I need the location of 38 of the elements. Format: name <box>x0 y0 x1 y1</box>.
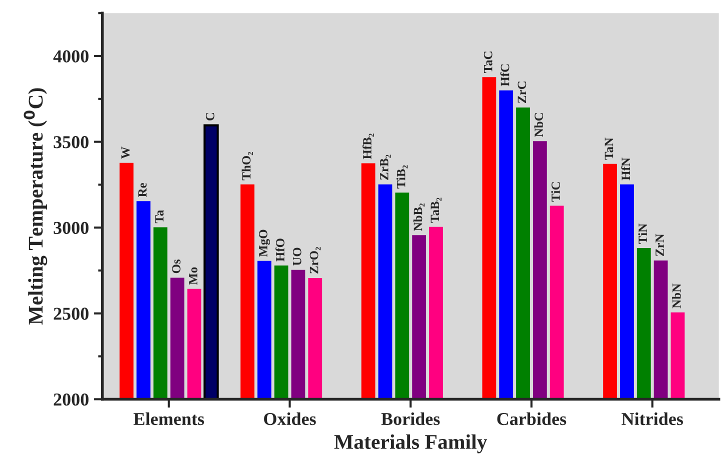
x-tick-label: Borides <box>381 412 440 426</box>
data-label: TaN <box>604 138 614 160</box>
data-label: W <box>121 146 130 159</box>
data-label: ZrN <box>656 234 664 256</box>
x-tick-label: Nitrides <box>622 412 684 426</box>
data-label: ZrB₂ <box>380 154 391 180</box>
y-tick-label: 2000 <box>54 393 88 406</box>
data-label: HfO <box>275 238 284 262</box>
data-label: ZrC <box>518 82 526 103</box>
data-label: HfB₂ <box>362 134 374 160</box>
data-label: Re <box>138 182 147 198</box>
data-label: TiN <box>638 224 647 244</box>
data-label: Mo <box>189 267 198 285</box>
x-tick-label: Elements <box>134 412 204 426</box>
y-tick-label: 3500 <box>54 136 88 148</box>
data-label: Os <box>172 259 180 274</box>
data-label: TiB₂ <box>396 165 408 188</box>
y-tick-label: 3000 <box>54 222 88 234</box>
data-label: Ta <box>155 210 164 224</box>
y-tick-label: 2500 <box>54 308 88 320</box>
x-tick-label: Oxides <box>264 412 316 426</box>
data-label: NbN <box>672 284 681 308</box>
data-label: C <box>206 112 214 120</box>
data-label: TaC <box>484 52 492 73</box>
data-label: NbC <box>534 113 544 137</box>
data-label: UO <box>292 248 302 266</box>
data-label: HfN <box>621 158 630 180</box>
data-label: ThO₂ <box>242 152 253 180</box>
x-axis-title: Materials Family <box>334 434 488 454</box>
data-label: TaB₂ <box>430 198 442 223</box>
data-label: MgO <box>258 230 270 257</box>
data-label: NbB₂ <box>413 203 425 231</box>
data-label: ZrO₂ <box>310 247 321 274</box>
y-axis-title: Melting Temperature ($^{0}$C) <box>24 88 48 325</box>
y-tick-label: 4000 <box>53 50 88 62</box>
data-label: HfC <box>500 64 510 86</box>
x-tick-label: Carbides <box>497 412 566 426</box>
data-label: TiC <box>551 182 560 202</box>
